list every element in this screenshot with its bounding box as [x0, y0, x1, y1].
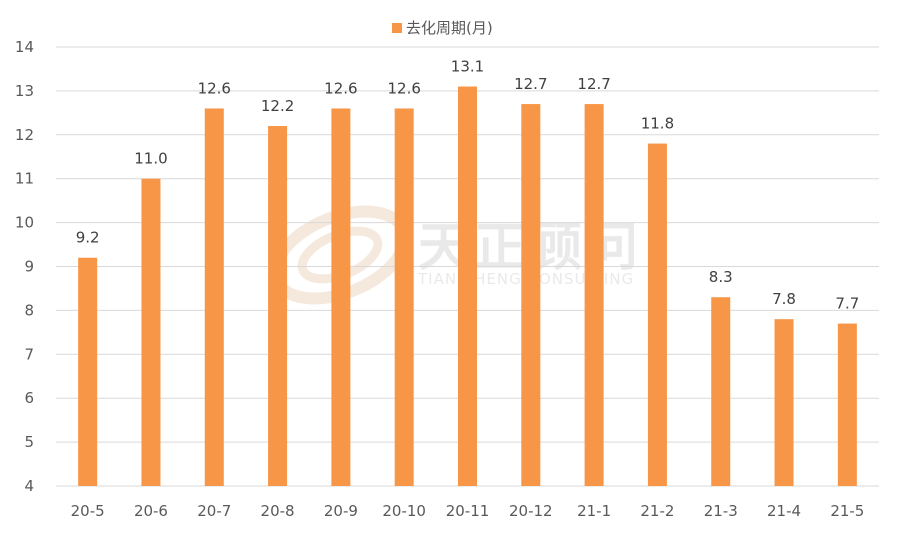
bars — [78, 86, 857, 487]
y-tick-label: 9 — [24, 258, 34, 276]
bar — [711, 297, 731, 486]
x-tick-label: 20-9 — [324, 502, 358, 520]
bar — [78, 257, 98, 486]
data-label: 12.6 — [324, 79, 357, 97]
data-label: 12.7 — [514, 75, 547, 93]
y-tick-label: 11 — [15, 170, 34, 188]
y-axis-ticks: 4 5 6 7 8 9 10 11 12 13 14 — [15, 38, 34, 495]
bar — [647, 143, 667, 486]
bar — [837, 323, 857, 486]
y-tick-label: 13 — [15, 82, 34, 100]
bar — [331, 108, 351, 487]
bar — [521, 104, 541, 486]
data-label: 11.0 — [134, 150, 167, 168]
bar — [141, 178, 161, 486]
x-tick-label: 21-2 — [640, 502, 674, 520]
bar — [774, 319, 794, 486]
y-tick-label: 8 — [24, 301, 34, 319]
legend: 去化周期(月) — [392, 19, 493, 37]
y-tick-label: 14 — [15, 38, 34, 56]
data-label: 12.7 — [577, 75, 610, 93]
y-tick-label: 4 — [24, 477, 34, 495]
y-tick-label: 12 — [15, 126, 34, 144]
y-tick-label: 6 — [24, 389, 34, 407]
data-label: 8.3 — [709, 268, 733, 286]
x-tick-label: 20-7 — [197, 502, 231, 520]
x-tick-label: 20-5 — [71, 502, 105, 520]
data-label: 9.2 — [76, 229, 100, 247]
x-tick-label: 21-3 — [704, 502, 738, 520]
data-labels: 9.2 11.0 12.6 12.2 12.6 12.6 13.1 12.7 12.7 11.8 8… — [76, 58, 860, 313]
y-tick-label: 10 — [15, 214, 34, 232]
x-tick-label: 20-10 — [382, 502, 426, 520]
x-tick-label: 20-12 — [509, 502, 553, 520]
data-label: 12.6 — [387, 79, 420, 97]
data-label: 12.2 — [261, 97, 294, 115]
x-tick-label: 20-6 — [134, 502, 168, 520]
x-tick-label: 20-11 — [446, 502, 490, 520]
bar — [394, 108, 414, 487]
data-label: 11.8 — [641, 115, 674, 133]
x-tick-label: 21-5 — [830, 502, 864, 520]
bar — [268, 126, 288, 487]
y-tick-label: 5 — [24, 433, 34, 451]
data-label: 7.8 — [772, 290, 796, 308]
x-tick-label: 21-1 — [577, 502, 611, 520]
data-label: 13.1 — [451, 58, 484, 76]
bar — [204, 108, 224, 487]
legend-label: 去化周期(月) — [406, 19, 493, 37]
y-tick-label: 7 — [24, 345, 34, 363]
legend-swatch — [392, 23, 402, 33]
data-label: 12.6 — [198, 79, 231, 97]
x-tick-label: 21-4 — [767, 502, 801, 520]
x-tick-label: 20-8 — [261, 502, 295, 520]
bar — [584, 104, 604, 486]
x-axis-ticks: 20-5 20-6 20-7 20-8 20-9 20-10 20-11 20-12 21-1 2… — [71, 502, 865, 520]
bar — [458, 86, 477, 486]
data-label: 7.7 — [835, 295, 859, 313]
